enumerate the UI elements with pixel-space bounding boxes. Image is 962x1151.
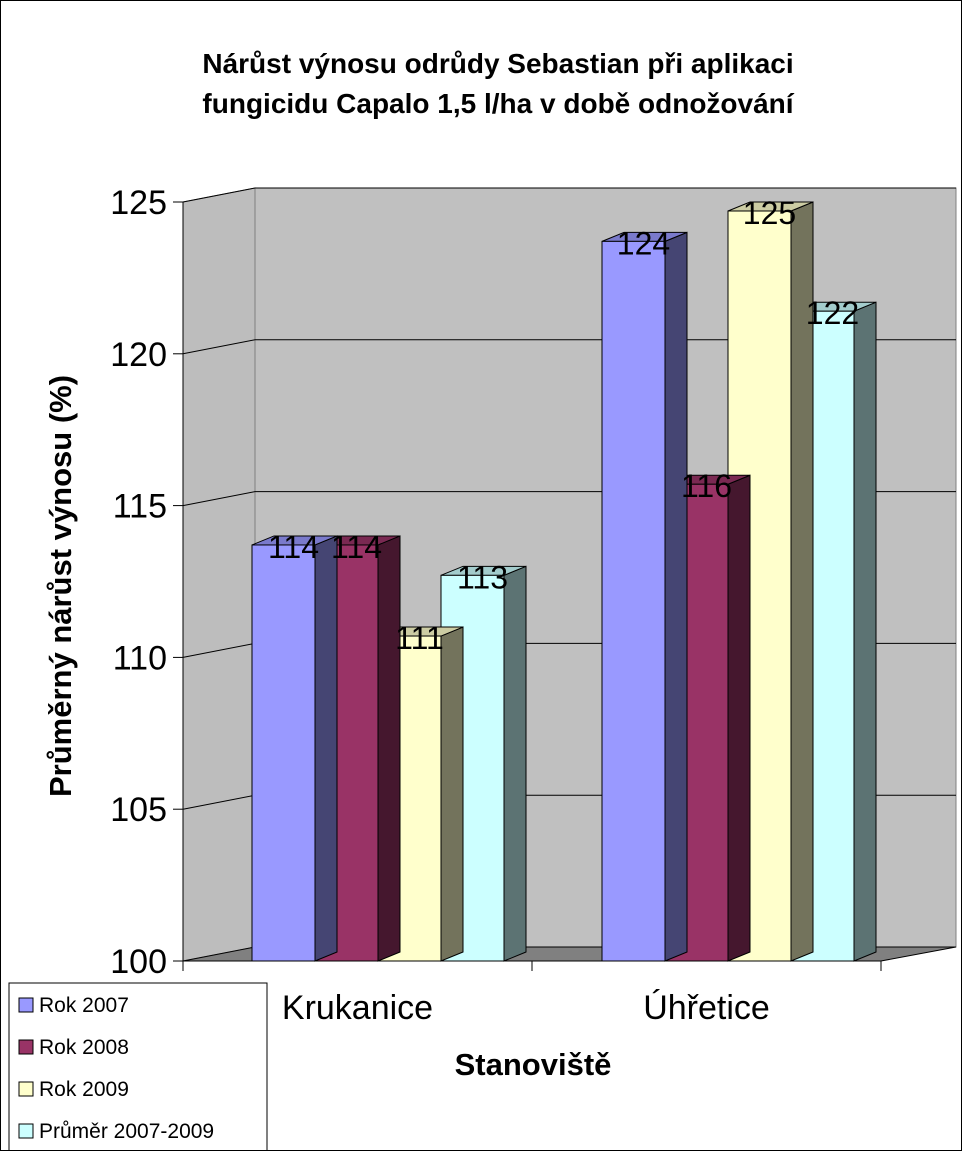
y-tick-label: 105 xyxy=(110,791,167,829)
data-label: 125 xyxy=(743,195,796,231)
legend-swatch xyxy=(18,997,34,1013)
y-tick-label: 125 xyxy=(110,184,167,222)
bar-side xyxy=(664,231,688,962)
legend-swatch xyxy=(18,1123,34,1139)
y-axis-title: Průměrný nárůst výnosu (%) xyxy=(43,375,78,797)
legend-label: Rok 2007 xyxy=(39,994,129,1017)
bar-front xyxy=(601,240,666,962)
legend: Rok 2007 Rok 2008 Rok 2009 Průměr 2007-2009 xyxy=(8,982,268,1150)
data-label: 111 xyxy=(395,620,444,656)
chart-title-line-1: Nárůst výnosu odrůdy Sebastian při aplik… xyxy=(202,48,793,79)
y-tick-label: 110 xyxy=(113,639,167,677)
bar-side xyxy=(727,474,751,962)
bar-side xyxy=(440,626,464,962)
bar-side xyxy=(377,535,401,962)
x-tick-label: Úhřetice xyxy=(643,989,770,1027)
bar-side xyxy=(503,565,527,962)
legend-label: Průměr 2007-2009 xyxy=(39,1120,214,1143)
legend-swatch xyxy=(18,1039,34,1055)
legend-box xyxy=(8,982,268,1150)
chart-title-line-2: fungicidu Capalo 1,5 l/ha v době odnožov… xyxy=(202,88,794,119)
bar-front xyxy=(251,544,316,962)
gridline xyxy=(182,187,956,203)
y-tick-label: 100 xyxy=(110,943,167,981)
data-label: 116 xyxy=(681,468,732,504)
data-label: 114 xyxy=(331,529,382,565)
y-tick-label: 115 xyxy=(113,488,167,526)
bar xyxy=(601,231,688,962)
side-wall xyxy=(182,187,256,962)
data-label: 113 xyxy=(457,559,508,595)
bar-side xyxy=(853,301,877,962)
data-label: 122 xyxy=(806,295,859,331)
legend-swatch xyxy=(18,1081,34,1097)
bar-side xyxy=(314,535,338,962)
data-label: 114 xyxy=(268,529,319,565)
legend-label: Rok 2009 xyxy=(39,1078,129,1101)
x-axis-title: Stanoviště xyxy=(455,1047,612,1082)
gridline xyxy=(182,339,956,355)
y-tick-label: 120 xyxy=(110,336,167,374)
x-tick-label: Krukanice xyxy=(282,989,433,1027)
legend-label: Rok 2008 xyxy=(39,1036,129,1059)
data-label: 124 xyxy=(617,225,670,261)
bar xyxy=(251,535,338,962)
